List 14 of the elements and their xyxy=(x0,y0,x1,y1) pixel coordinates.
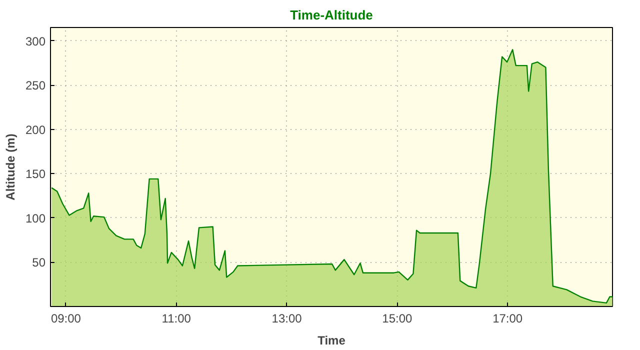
y-tick-label: 200 xyxy=(25,122,46,137)
x-tick-label: 13:00 xyxy=(272,312,302,326)
y-tick-label: 250 xyxy=(25,78,46,93)
x-tick-label: 09:00 xyxy=(50,312,82,326)
y-tick-label: 150 xyxy=(25,167,46,182)
y-tick-label: 100 xyxy=(25,211,46,226)
x-tick-label: 17:00 xyxy=(492,312,523,326)
x-tick-label: 11:00 xyxy=(162,312,192,326)
x-axis-title: Time xyxy=(318,334,346,348)
y-tick-label: 50 xyxy=(32,256,46,270)
chart-title: Time-Altitude xyxy=(290,8,373,22)
y-axis-title: Altitude (m) xyxy=(3,134,18,200)
y-tick-label: 300 xyxy=(25,34,46,48)
x-tick-label: 15:00 xyxy=(382,312,413,326)
